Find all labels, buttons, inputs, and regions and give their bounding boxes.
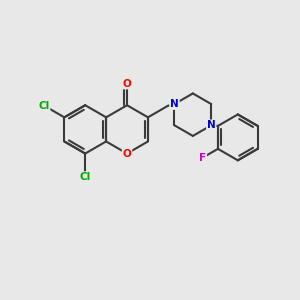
Text: Cl: Cl [80,172,91,182]
Text: O: O [123,79,131,88]
Text: N: N [170,99,179,109]
Text: F: F [199,153,206,163]
Text: N: N [207,120,216,130]
Text: Cl: Cl [38,100,50,110]
Text: O: O [123,148,131,158]
